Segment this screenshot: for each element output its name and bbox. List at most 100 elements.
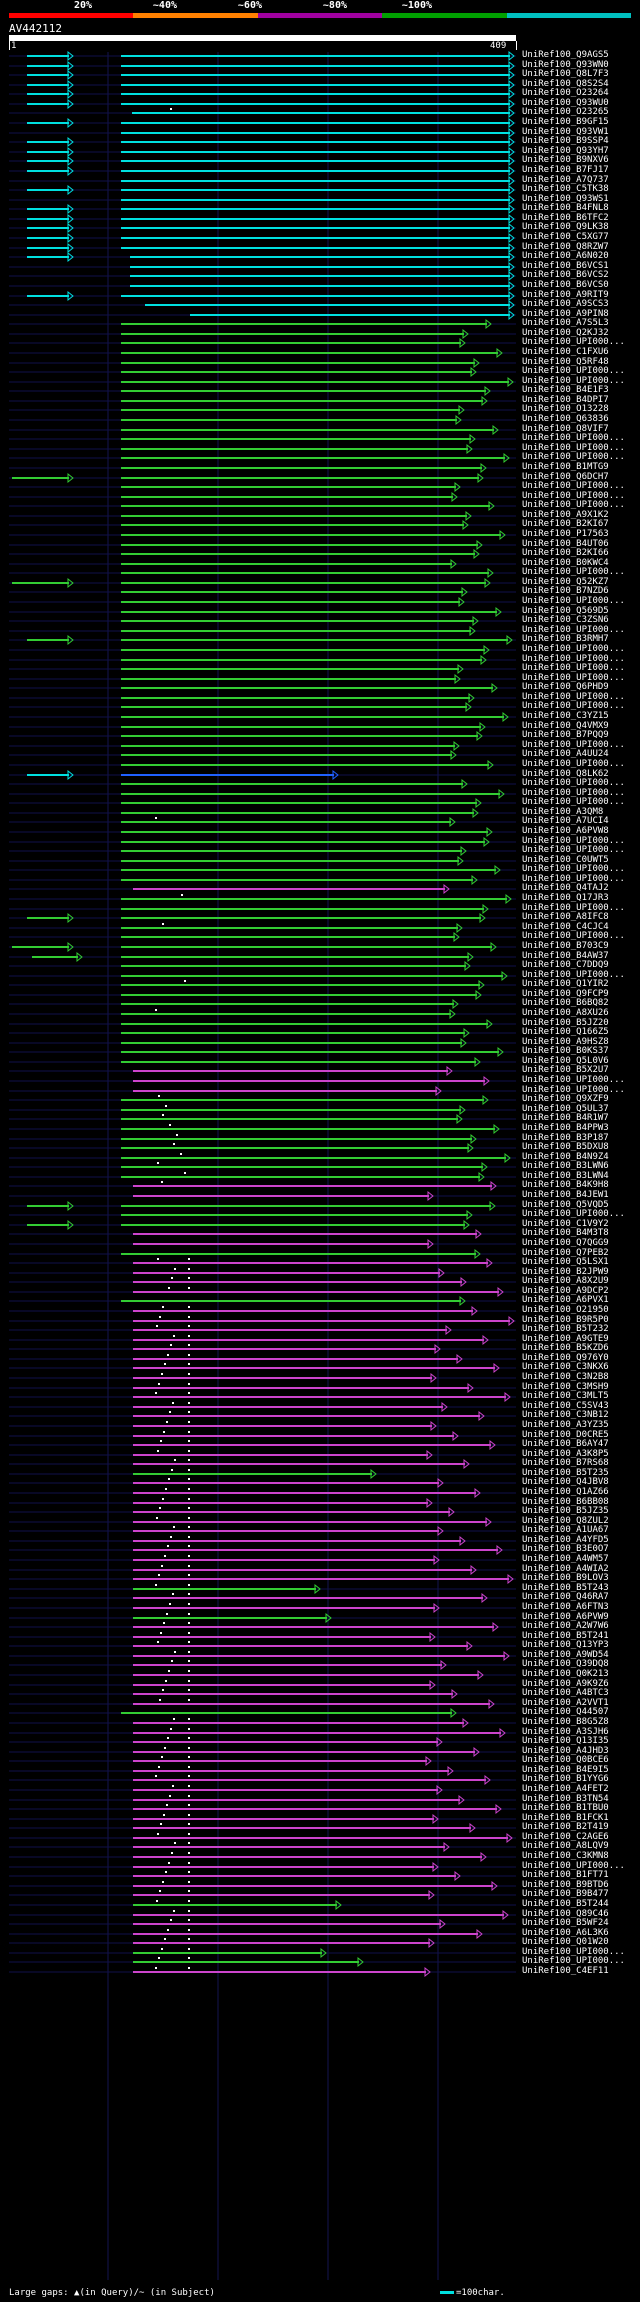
hit-label[interactable]: UniRef100_O23265 [522,107,609,117]
hit-label[interactable]: UniRef100_A9GTE9 [522,1334,609,1344]
hit-label[interactable]: UniRef100_B1MTG9 [522,462,609,472]
hit-label[interactable]: UniRef100_B6TFC2 [522,213,609,223]
hit-label[interactable]: UniRef100_A6PVX1 [522,1295,609,1305]
hit-label[interactable]: UniRef100_Q976Y0 [522,1353,609,1363]
hit-label[interactable]: UniRef100_Q5L0V6 [522,1056,609,1066]
hit-label[interactable]: UniRef100_B4UT06 [522,539,609,549]
hit-label[interactable]: UniRef100_Q44507 [522,1707,609,1717]
hit-label[interactable]: UniRef100_UPI000... [522,366,625,376]
hit-label[interactable]: UniRef100_Q5UL37 [522,1104,609,1114]
hit-label[interactable]: UniRef100_UPI000... [522,903,625,913]
hit-label[interactable]: UniRef100_B1FCK1 [522,1813,609,1823]
hit-label[interactable]: UniRef100_A9WD54 [522,1650,609,1660]
hit-label[interactable]: UniRef100_C4CJC4 [522,922,609,932]
hit-label[interactable]: UniRef100_B3TN54 [522,1794,609,1804]
hit-label[interactable]: UniRef100_D0CRE5 [522,1430,609,1440]
hit-label[interactable]: UniRef100_Q1YIR2 [522,979,609,989]
hit-label[interactable]: UniRef100_C5TK38 [522,184,609,194]
hit-label[interactable]: UniRef100_C0UWT5 [522,855,609,865]
hit-label[interactable]: UniRef100_Q5RF48 [522,357,609,367]
hit-label[interactable]: UniRef100_B1TBU0 [522,1803,609,1813]
hit-label[interactable]: UniRef100_Q4VMX9 [522,721,609,731]
hit-label[interactable]: UniRef100_UPI000... [522,1956,625,1966]
hit-label[interactable]: UniRef100_B7PQQ9 [522,730,609,740]
hit-label[interactable]: UniRef100_UPI000... [522,759,625,769]
hit-label[interactable]: UniRef100_B2JPW9 [522,1267,609,1277]
hit-label[interactable]: UniRef100_A4YFD5 [522,1535,609,1545]
hit-label[interactable]: UniRef100_UPI000... [522,433,625,443]
hit-label[interactable]: UniRef100_Q569D5 [522,606,609,616]
hit-label[interactable]: UniRef100_B4E1F3 [522,385,609,395]
hit-label[interactable]: UniRef100_Q52KZ7 [522,577,609,587]
hit-label[interactable]: UniRef100_A4BTC3 [522,1688,609,1698]
hit-label[interactable]: UniRef100_A6FTN3 [522,1602,609,1612]
hit-label[interactable]: UniRef100_B6VCS1 [522,261,609,271]
hit-label[interactable]: UniRef100_B9NXV6 [522,155,609,165]
hit-label[interactable]: UniRef100_C1FXU6 [522,347,609,357]
hit-label[interactable]: UniRef100_A6L3K6 [522,1928,609,1938]
hit-label[interactable]: UniRef100_C1V9Y2 [522,1219,609,1229]
hit-label[interactable]: UniRef100_B2KI67 [522,519,609,529]
hit-label[interactable]: UniRef100_Q93WN0 [522,60,609,70]
hit-label[interactable]: UniRef100_B1YYG6 [522,1774,609,1784]
hit-label[interactable]: UniRef100_B5JZ35 [522,1506,609,1516]
hit-label[interactable]: UniRef100_B3LWN4 [522,1171,609,1181]
hit-label[interactable]: UniRef100_P17563 [522,529,609,539]
hit-label[interactable]: UniRef100_Q8ZUL2 [522,1516,609,1526]
hit-label[interactable]: UniRef100_B5T235 [522,1468,609,1478]
hit-label[interactable]: UniRef100_A9X1K2 [522,510,609,520]
hit-label[interactable]: UniRef100_Q01W20 [522,1937,609,1947]
hit-label[interactable]: UniRef100_A2W7W6 [522,1621,609,1631]
hit-label[interactable]: UniRef100_B4K9H8 [522,1180,609,1190]
hit-label[interactable]: UniRef100_UPI000... [522,931,625,941]
hit-label[interactable]: UniRef100_A7UCI4 [522,816,609,826]
hit-label[interactable]: UniRef100_Q17JR3 [522,893,609,903]
hit-label[interactable]: UniRef100_Q8VIF7 [522,424,609,434]
hit-label[interactable]: UniRef100_B4R1W7 [522,1113,609,1123]
hit-label[interactable]: UniRef100_UPI000... [522,701,625,711]
hit-label[interactable]: UniRef100_B4M3T8 [522,1228,609,1238]
hit-label[interactable]: UniRef100_B7RS68 [522,1458,609,1468]
hit-label[interactable]: UniRef100_C3MLT5 [522,1391,609,1401]
hit-label[interactable]: UniRef100_Q0K213 [522,1669,609,1679]
hit-label[interactable]: UniRef100_Q93VW1 [522,127,609,137]
hit-label[interactable]: UniRef100_UPI000... [522,1947,625,1957]
hit-label[interactable]: UniRef100_C7DDQ9 [522,960,609,970]
hit-label[interactable]: UniRef100_A4UU24 [522,749,609,759]
hit-label[interactable]: UniRef100_Q0BCE6 [522,1755,609,1765]
hit-label[interactable]: UniRef100_A1UA67 [522,1525,609,1535]
hit-label[interactable]: UniRef100_B5DXU8 [522,1142,609,1152]
hit-label[interactable]: UniRef100_A8IFC8 [522,912,609,922]
hit-label[interactable]: UniRef100_B6VCS2 [522,270,609,280]
hit-label[interactable]: UniRef100_A4WM57 [522,1554,609,1564]
hit-label[interactable]: UniRef100_Q8L7F3 [522,69,609,79]
hit-label[interactable]: UniRef100_A8LQV9 [522,1841,609,1851]
hit-label[interactable]: UniRef100_C3NB12 [522,1410,609,1420]
hit-label[interactable]: UniRef100_UPI000... [522,376,625,386]
hit-label[interactable]: UniRef100_UPI000... [522,788,625,798]
hit-label[interactable]: UniRef100_Q13YP3 [522,1640,609,1650]
hit-label[interactable]: UniRef100_UPI000... [522,500,625,510]
hit-label[interactable]: UniRef100_UPI000... [522,654,625,664]
hit-label[interactable]: UniRef100_Q8LK62 [522,769,609,779]
hit-label[interactable]: UniRef100_B3E0O7 [522,1544,609,1554]
hit-label[interactable]: UniRef100_UPI000... [522,845,625,855]
hit-label[interactable]: UniRef100_B4FNL8 [522,203,609,213]
hit-label[interactable]: UniRef100_A9RIT9 [522,290,609,300]
hit-label[interactable]: UniRef100_A3YZ35 [522,1420,609,1430]
hit-label[interactable]: UniRef100_B8G5Z8 [522,1717,609,1727]
hit-label[interactable]: UniRef100_Q1AZ66 [522,1487,609,1497]
hit-label[interactable]: UniRef100_B6BQ82 [522,998,609,1008]
hit-label[interactable]: UniRef100_UPI000... [522,337,625,347]
hit-label[interactable]: UniRef100_B3RMH7 [522,634,609,644]
hit-label[interactable]: UniRef100_Q9FCP9 [522,989,609,999]
hit-label[interactable]: UniRef100_UPI000... [522,443,625,453]
hit-label[interactable]: UniRef100_B5KZD6 [522,1343,609,1353]
hit-label[interactable]: UniRef100_B5JZ20 [522,1018,609,1028]
hit-label[interactable]: UniRef100_A9PIN8 [522,309,609,319]
hit-label[interactable]: UniRef100_A2VVT1 [522,1698,609,1708]
hit-label[interactable]: UniRef100_A9K9Z6 [522,1679,609,1689]
hit-label[interactable]: UniRef100_C2AGE6 [522,1832,609,1842]
hit-label[interactable]: UniRef100_B5WF24 [522,1918,609,1928]
hit-label[interactable]: UniRef100_Q63836 [522,414,609,424]
